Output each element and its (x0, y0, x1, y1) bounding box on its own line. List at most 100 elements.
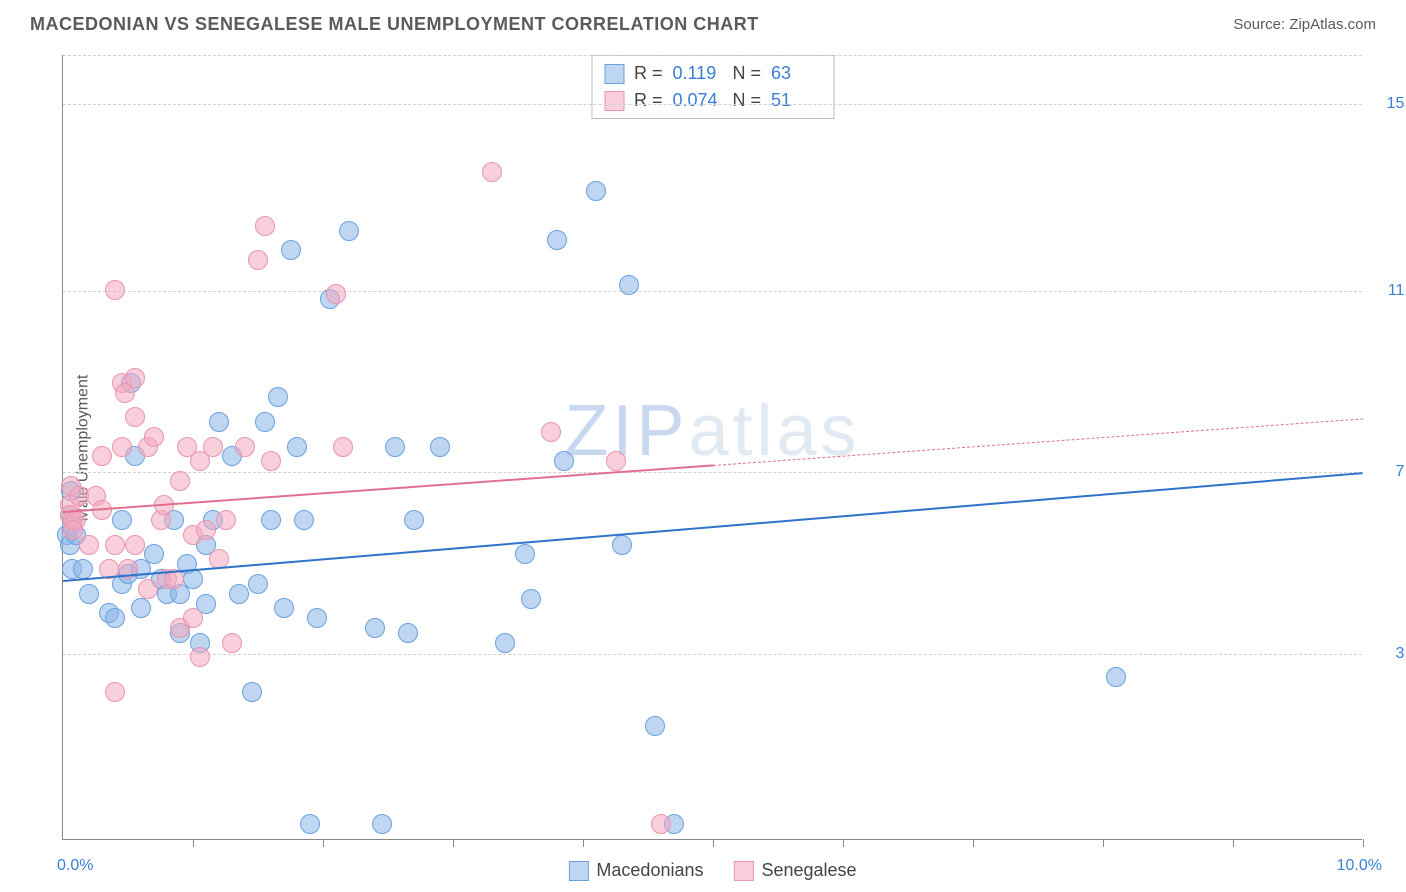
gridline (63, 654, 1362, 655)
x-tick (843, 839, 844, 847)
data-point (554, 451, 574, 471)
legend-item: Senegalese (733, 860, 856, 881)
gridline (63, 291, 1362, 292)
chart-header: MACEDONIAN VS SENEGALESE MALE UNEMPLOYME… (0, 0, 1406, 43)
x-tick (453, 839, 454, 847)
data-point (586, 181, 606, 201)
r-label: R = (634, 87, 663, 114)
data-point (63, 520, 83, 540)
n-label: N = (733, 60, 762, 87)
n-value: 51 (771, 87, 821, 114)
data-point (229, 584, 249, 604)
data-point (255, 412, 275, 432)
data-point (242, 682, 262, 702)
data-point (619, 275, 639, 295)
series-legend: Macedonians Senegalese (568, 860, 856, 881)
data-point (105, 280, 125, 300)
data-point (281, 240, 301, 260)
data-point (333, 437, 353, 457)
x-min-label: 0.0% (57, 857, 93, 875)
data-point (248, 250, 268, 270)
series-swatch (733, 861, 753, 881)
data-point (112, 510, 132, 530)
data-point (1106, 667, 1126, 687)
data-point (307, 608, 327, 628)
data-point (144, 427, 164, 447)
data-point (430, 437, 450, 457)
y-tick-label: 7.5% (1372, 463, 1406, 481)
correlation-stats-box: R = 0.119 N = 63 R = 0.074 N = 51 (591, 55, 834, 119)
data-point (125, 407, 145, 427)
data-point (372, 814, 392, 834)
chart-title: MACEDONIAN VS SENEGALESE MALE UNEMPLOYME… (30, 14, 759, 35)
r-value: 0.119 (673, 60, 723, 87)
data-point (105, 535, 125, 555)
legend-item: Macedonians (568, 860, 703, 881)
data-point (235, 437, 255, 457)
data-point (79, 584, 99, 604)
y-tick-label: 3.8% (1372, 645, 1406, 663)
data-point (105, 608, 125, 628)
data-point (105, 682, 125, 702)
chart-container: Male Unemployment ZIPatlas R = 0.119 N =… (50, 55, 1380, 840)
data-point (92, 446, 112, 466)
scatter-plot: ZIPatlas R = 0.119 N = 63 R = 0.074 N = … (62, 55, 1362, 840)
series-swatch (604, 64, 624, 84)
data-point (131, 598, 151, 618)
n-value: 63 (771, 60, 821, 87)
data-point (651, 814, 671, 834)
data-point (645, 716, 665, 736)
data-point (209, 412, 229, 432)
r-label: R = (634, 60, 663, 87)
data-point (138, 579, 158, 599)
data-point (300, 814, 320, 834)
gridline (63, 472, 1362, 473)
data-point (385, 437, 405, 457)
data-point (222, 633, 242, 653)
data-point (125, 535, 145, 555)
data-point (294, 510, 314, 530)
data-point (287, 437, 307, 457)
data-point (365, 618, 385, 638)
y-tick-label: 11.2% (1372, 282, 1406, 300)
trend-line (63, 472, 1363, 582)
data-point (274, 598, 294, 618)
data-point (183, 608, 203, 628)
data-point (482, 162, 502, 182)
stats-row: R = 0.119 N = 63 (604, 60, 821, 87)
x-tick (713, 839, 714, 847)
data-point (255, 216, 275, 236)
series-swatch (568, 861, 588, 881)
gridline (63, 104, 1362, 105)
data-point (515, 544, 535, 564)
data-point (73, 559, 93, 579)
data-point (612, 535, 632, 555)
data-point (203, 437, 223, 457)
stats-row: R = 0.074 N = 51 (604, 87, 821, 114)
n-label: N = (733, 87, 762, 114)
trend-line (713, 418, 1363, 466)
data-point (547, 230, 567, 250)
data-point (183, 569, 203, 589)
legend-label: Senegalese (761, 860, 856, 881)
data-point (79, 535, 99, 555)
data-point (404, 510, 424, 530)
watermark-part-1: ZIP (564, 391, 688, 471)
x-max-label: 10.0% (1337, 857, 1382, 875)
data-point (248, 574, 268, 594)
x-tick (973, 839, 974, 847)
data-point (216, 510, 236, 530)
series-swatch (604, 91, 624, 111)
x-tick (583, 839, 584, 847)
data-point (170, 471, 190, 491)
watermark-part-2: atlas (688, 391, 860, 471)
data-point (398, 623, 418, 643)
data-point (339, 221, 359, 241)
x-tick (323, 839, 324, 847)
data-point (125, 368, 145, 388)
r-value: 0.074 (673, 87, 723, 114)
x-tick (1363, 839, 1364, 847)
data-point (112, 437, 132, 457)
data-point (190, 647, 210, 667)
y-tick-label: 15.0% (1372, 95, 1406, 113)
